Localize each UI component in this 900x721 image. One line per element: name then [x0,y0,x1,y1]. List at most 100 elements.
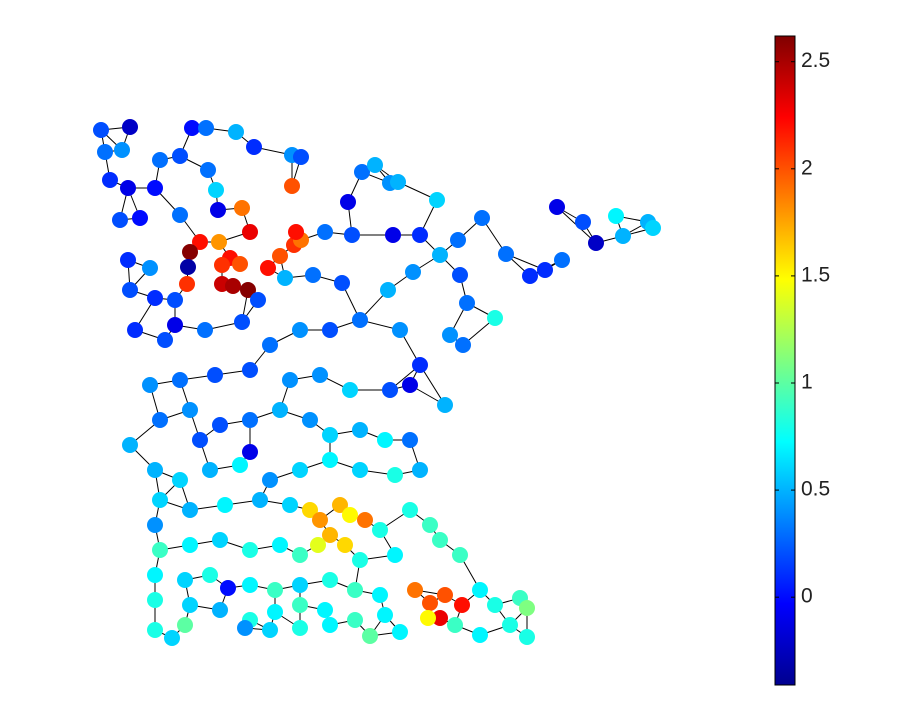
node [392,624,408,640]
node [242,577,258,593]
node [152,542,168,558]
node [344,227,360,243]
node [242,362,258,378]
node [420,610,436,626]
node [172,207,188,223]
node [202,567,218,583]
node [367,157,383,173]
node [122,437,138,453]
node [450,232,466,248]
node [487,597,503,613]
node [322,322,338,338]
node [412,462,428,478]
node [352,552,368,568]
node [575,214,591,230]
node [207,367,223,383]
node [232,256,248,272]
node [549,199,565,215]
node [262,622,278,638]
node [272,537,288,553]
node [442,327,458,343]
colorbar [774,35,796,686]
node [164,630,180,646]
node [202,462,218,478]
node [292,547,308,563]
node [272,248,288,264]
node [502,617,518,633]
node [212,602,228,618]
node [615,228,631,244]
node [142,377,158,393]
node [237,620,253,636]
node [214,257,230,273]
node [352,462,368,478]
node [182,402,198,418]
node [250,292,266,308]
node [212,417,228,433]
node [312,367,328,383]
node [645,220,661,236]
node [167,292,183,308]
node [228,124,244,140]
node [120,252,136,268]
node [387,547,403,563]
node [114,142,130,158]
node [588,235,604,251]
node [217,497,233,513]
node [390,174,406,190]
node [372,522,388,538]
node [402,377,418,393]
node [284,178,300,194]
node [177,572,193,588]
node [172,472,188,488]
node [122,119,138,135]
node [182,537,198,553]
node [340,194,356,210]
node [242,412,258,428]
node [452,267,468,283]
node [292,620,308,636]
node [240,282,256,298]
node [322,527,338,543]
node [392,322,408,338]
node [293,149,309,165]
node [429,192,445,208]
node [234,314,250,330]
node [182,244,198,260]
node [554,252,570,268]
node [172,148,188,164]
node [292,577,308,593]
node [342,507,358,523]
node [312,512,328,528]
node [267,604,283,620]
node [402,432,418,448]
node [357,512,373,528]
node [474,210,490,226]
node [147,592,163,608]
node [262,337,278,353]
node [412,357,428,373]
colorbar-tick-label: 0.5 [801,478,830,501]
node [407,582,423,598]
node [220,580,236,596]
node [317,224,333,240]
node [322,427,338,443]
node [208,182,224,198]
node [380,282,396,298]
colorbar-tick-label: 2 [801,156,813,179]
node [432,610,448,626]
node [437,587,453,603]
node [234,200,250,216]
node [147,567,163,583]
node [347,582,363,598]
node [242,224,258,240]
node [432,247,448,263]
node [454,597,470,613]
node [310,537,326,553]
node [337,537,353,553]
node [347,612,363,628]
node [402,502,418,518]
node [472,627,488,643]
node [184,120,200,136]
